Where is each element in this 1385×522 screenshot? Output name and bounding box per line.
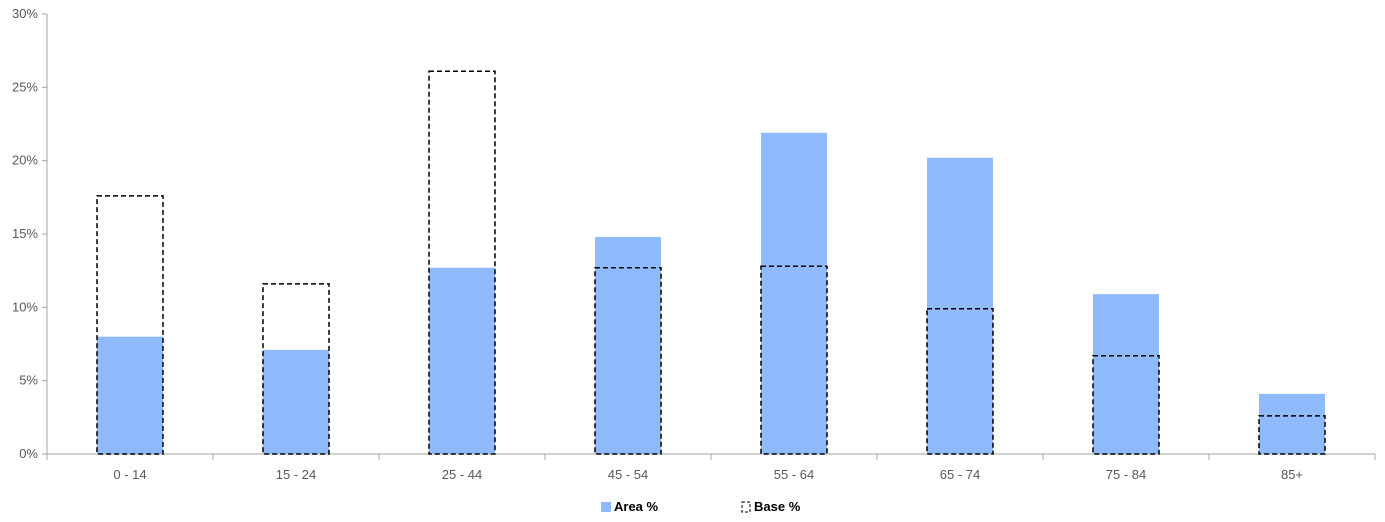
area-series bbox=[97, 132, 1325, 455]
y-tick-label: 15% bbox=[12, 226, 38, 241]
base-bar bbox=[1092, 354, 1160, 455]
area-bar bbox=[927, 157, 993, 454]
base-series bbox=[96, 70, 1326, 455]
y-tick-label: 30% bbox=[12, 6, 38, 21]
y-tick-label: 10% bbox=[12, 299, 38, 314]
base-bar bbox=[428, 70, 496, 455]
base-bar bbox=[926, 308, 994, 455]
area-bar bbox=[1093, 294, 1159, 454]
base-bar bbox=[262, 283, 330, 455]
x-tick-label: 85+ bbox=[1281, 467, 1303, 482]
x-tick-label: 55 - 64 bbox=[774, 467, 814, 482]
x-tick-label: 15 - 24 bbox=[276, 467, 316, 482]
axes: 0% 5% 10% 15% 20% 25% 30% 0 - 14 15 - 24 25 - 44 4… bbox=[12, 6, 1376, 482]
base-bar bbox=[1258, 415, 1326, 455]
legend: Area % Base % bbox=[601, 499, 801, 514]
base-bar bbox=[594, 266, 662, 455]
y-tick-label: 5% bbox=[19, 373, 38, 388]
area-bar bbox=[429, 267, 495, 454]
base-bar bbox=[96, 195, 164, 455]
legend-swatch-base bbox=[741, 501, 751, 513]
x-tick-label: 75 - 84 bbox=[1106, 467, 1146, 482]
x-tick-label: 45 - 54 bbox=[608, 467, 648, 482]
y-tick-label: 25% bbox=[12, 79, 38, 94]
legend-swatch-area bbox=[601, 502, 611, 512]
area-bar bbox=[1259, 393, 1325, 454]
legend-label-area: Area % bbox=[614, 499, 659, 514]
area-bar bbox=[595, 236, 661, 454]
legend-label-base: Base % bbox=[754, 499, 801, 514]
base-bar bbox=[760, 265, 828, 455]
area-bar bbox=[263, 349, 329, 454]
y-tick-label: 0% bbox=[19, 446, 38, 461]
x-tick-label: 25 - 44 bbox=[442, 467, 482, 482]
area-bar bbox=[761, 132, 827, 455]
area-bar bbox=[97, 336, 163, 454]
x-tick-label: 0 - 14 bbox=[113, 467, 146, 482]
x-tick-label: 65 - 74 bbox=[940, 467, 980, 482]
y-tick-label: 20% bbox=[12, 153, 38, 168]
